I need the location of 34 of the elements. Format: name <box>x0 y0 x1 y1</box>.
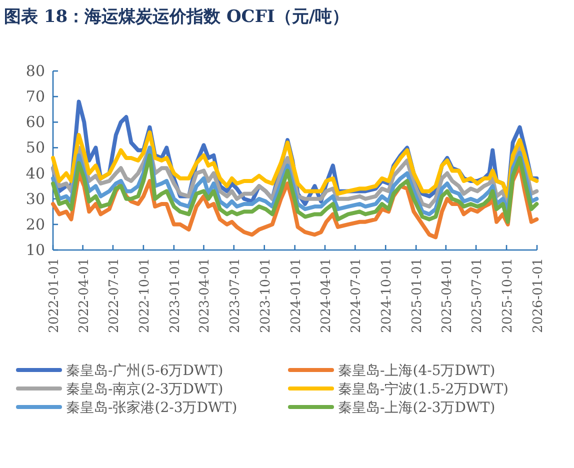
x-tick-label: 2024-01-01 <box>288 258 304 333</box>
x-tick-label: 2023-10-01 <box>258 258 274 333</box>
x-tick-label: 2025-01-01 <box>410 258 426 333</box>
line-series <box>51 130 539 198</box>
y-tick-label: 20 <box>26 215 45 234</box>
x-tick-label: 2023-07-01 <box>228 258 243 333</box>
x-tick-label: 2025-07-01 <box>470 258 486 333</box>
x-tick-label: 2022-10-01 <box>137 258 152 333</box>
legend-label: 秦皇岛-广州(5-6万DWT) <box>66 363 224 379</box>
chart-title: 图表 18：海运煤炭运价指数 OCFI（元/吨） <box>4 7 350 27</box>
x-tick-label: 2025-10-01 <box>500 258 516 333</box>
y-tick-label: 40 <box>26 164 45 182</box>
y-tick-label: 50 <box>26 138 45 157</box>
y-tick-label: 70 <box>26 88 45 106</box>
legend-label: 秦皇岛-宁波(1.5-2万DWT) <box>338 382 509 398</box>
y-tick-label: 30 <box>26 190 45 208</box>
x-tick-label: 2025-04-01 <box>440 258 455 333</box>
line-series <box>51 153 539 224</box>
x-tick-label: 2026-01-01 <box>531 258 546 333</box>
x-tick-label: 2024-10-01 <box>380 258 395 333</box>
x-tick-label: 2022-01-01 <box>47 258 62 333</box>
x-tick-label: 2022-07-01 <box>106 258 122 333</box>
legend-label: 秦皇岛-南京(2-3万DWT) <box>66 382 224 398</box>
legend-label: 秦皇岛-上海(2-3万DWT) <box>338 400 496 416</box>
x-tick-label: 2024-07-01 <box>349 258 364 333</box>
y-tick-label: 80 <box>26 62 45 80</box>
x-tick-label: 2023-01-01 <box>168 258 183 333</box>
legend-label: 秦皇岛-张家港(2-3万DWT) <box>66 400 238 416</box>
y-tick-label: 10 <box>26 241 45 259</box>
x-tick-label: 2024-04-01 <box>318 258 334 333</box>
x-tick-label: 2023-04-01 <box>198 258 213 333</box>
legend-label: 秦皇岛-上海(4-5万DWT) <box>338 363 496 379</box>
x-tick-label: 2022-04-01 <box>76 258 92 333</box>
y-tick-label: 60 <box>26 113 45 132</box>
